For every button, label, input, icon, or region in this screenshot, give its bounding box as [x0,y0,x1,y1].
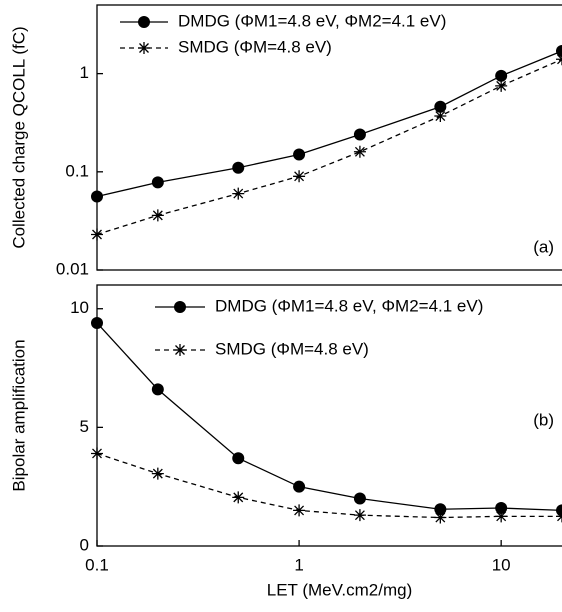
marker [293,480,306,493]
legend-label: SMDG (ΦM=4.8 eV) [178,37,332,56]
marker [556,45,562,58]
marker [293,170,306,183]
y-tick-label: 1 [80,63,89,82]
legend-marker [174,344,186,356]
legend-marker [138,42,150,54]
marker [232,187,245,200]
x-tick-label: 0.1 [85,555,109,574]
marker [151,467,164,480]
legend-label: DMDG (ΦM1=4.8 eV, ΦM2=4.1 eV) [215,296,483,315]
legend-marker [174,301,186,313]
marker [434,100,447,113]
marker [151,209,164,222]
marker [232,452,245,465]
legend-marker [138,16,150,28]
x-tick-label: 1 [294,555,303,574]
panel-label: (a) [533,237,554,256]
marker [353,492,366,505]
marker [353,128,366,141]
marker [353,509,366,522]
y-tick-label: 0 [80,535,89,554]
marker [434,110,447,123]
series-line [96,58,562,236]
marker [91,447,103,460]
marker [151,383,164,396]
panel-label: (b) [533,410,554,429]
marker [232,161,245,174]
y-tick-label: 5 [80,417,89,436]
plot-frame [96,284,562,547]
marker [495,69,508,82]
series-line [96,322,562,512]
y-axis-label: Bipolar amplification [9,339,28,491]
series-line [96,50,562,198]
plot-frame [96,4,562,271]
marker [353,145,366,158]
marker [293,504,306,517]
y-tick-label: 0.01 [56,259,89,278]
marker [495,79,508,92]
marker [293,148,306,161]
marker [434,503,447,516]
y-tick-label: 10 [70,298,89,317]
x-axis-label: LET (MeV.cm2/mg) [267,580,413,599]
marker [151,176,164,189]
marker [91,316,103,329]
marker [434,511,447,524]
marker [495,502,508,515]
marker [91,190,103,203]
marker [556,504,562,517]
y-axis-label: Collected charge QCOLL (fC) [9,26,28,248]
marker [232,491,245,504]
legend-label: DMDG (ΦM1=4.8 eV, ΦM2=4.1 eV) [178,11,446,30]
y-tick-label: 0.1 [65,161,89,180]
x-tick-label: 10 [492,555,511,574]
marker [91,228,103,241]
marker [495,510,508,523]
legend-label: SMDG (ΦM=4.8 eV) [215,339,369,358]
